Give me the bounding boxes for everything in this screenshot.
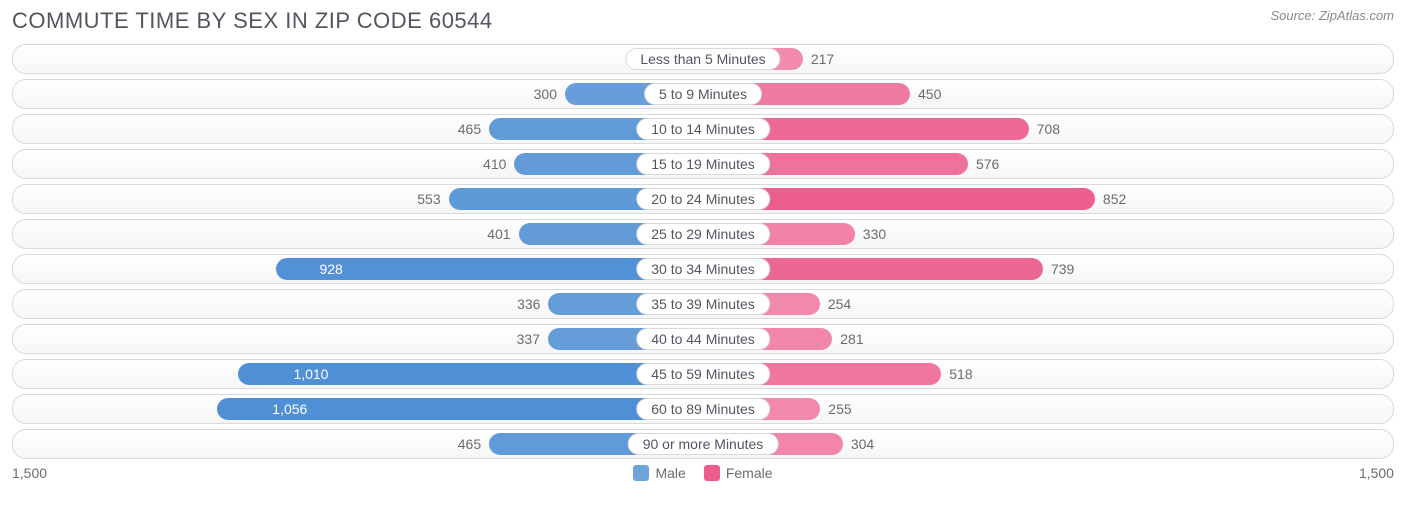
chart-row: 401 330 25 to 29 Minutes (12, 219, 1394, 249)
legend-swatch-male (633, 465, 649, 481)
value-label-male: 337 (517, 325, 548, 353)
axis-left-max: 1,500 (12, 465, 47, 481)
value-label-male: 410 (483, 150, 514, 178)
chart-row: 465 304 90 or more Minutes (12, 429, 1394, 459)
chart-row: 337 281 40 to 44 Minutes (12, 324, 1394, 354)
legend-item-female: Female (704, 465, 773, 481)
category-pill: 45 to 59 Minutes (636, 363, 770, 385)
chart-container: COMMUTE TIME BY SEX IN ZIP CODE 60544 So… (0, 0, 1406, 487)
category-pill: 25 to 29 Minutes (636, 223, 770, 245)
category-pill: 30 to 34 Minutes (636, 258, 770, 280)
value-label-male: 465 (458, 430, 489, 458)
category-pill: 5 to 9 Minutes (644, 83, 762, 105)
chart-row: 553 852 20 to 24 Minutes (12, 184, 1394, 214)
legend-label-male: Male (655, 465, 685, 481)
value-label-female: 304 (843, 430, 874, 458)
value-label-male: 553 (417, 185, 448, 213)
value-label-female: 255 (820, 395, 851, 423)
chart-row: 99217Less than 5 Minutes (12, 44, 1394, 74)
category-pill: Less than 5 Minutes (625, 48, 780, 70)
chart-footer: 1,500 Male Female 1,500 (12, 465, 1394, 481)
category-pill: 60 to 89 Minutes (636, 398, 770, 420)
value-label-male: 1,010 (283, 360, 328, 388)
category-pill: 20 to 24 Minutes (636, 188, 770, 210)
chart-row: 465 708 10 to 14 Minutes (12, 114, 1394, 144)
legend-swatch-female (704, 465, 720, 481)
value-label-female: 450 (910, 80, 941, 108)
chart-header: COMMUTE TIME BY SEX IN ZIP CODE 60544 So… (12, 8, 1394, 34)
value-label-male: 1,056 (262, 395, 307, 423)
legend: Male Female (633, 465, 772, 481)
value-label-female: 330 (855, 220, 886, 248)
value-label-female: 254 (820, 290, 851, 318)
value-label-male: 300 (534, 80, 565, 108)
axis-right-max: 1,500 (1359, 465, 1394, 481)
chart-row: 410 576 15 to 19 Minutes (12, 149, 1394, 179)
value-label-male: 465 (458, 115, 489, 143)
value-label-female: 281 (832, 325, 863, 353)
legend-item-male: Male (633, 465, 685, 481)
chart-title: COMMUTE TIME BY SEX IN ZIP CODE 60544 (12, 8, 493, 34)
legend-label-female: Female (726, 465, 773, 481)
category-pill: 10 to 14 Minutes (636, 118, 770, 140)
chart-row: 336 254 35 to 39 Minutes (12, 289, 1394, 319)
value-label-female: 708 (1029, 115, 1060, 143)
value-label-female: 852 (1095, 185, 1126, 213)
chart-rows: 99217Less than 5 Minutes3004505 to 9 Min… (12, 44, 1394, 459)
chart-source: Source: ZipAtlas.com (1270, 8, 1394, 23)
value-label-female: 576 (968, 150, 999, 178)
category-pill: 40 to 44 Minutes (636, 328, 770, 350)
category-pill: 90 or more Minutes (628, 433, 779, 455)
value-label-male: 928 (309, 255, 342, 283)
chart-row: 1,010 518 45 to 59 Minutes (12, 359, 1394, 389)
value-label-male: 336 (517, 290, 548, 318)
category-pill: 15 to 19 Minutes (636, 153, 770, 175)
value-label-female: 518 (941, 360, 972, 388)
value-label-female: 217 (803, 45, 834, 73)
chart-row: 928 739 30 to 34 Minutes (12, 254, 1394, 284)
value-label-female: 739 (1043, 255, 1074, 283)
value-label-male: 401 (487, 220, 518, 248)
chart-row: 1,056 255 60 to 89 Minutes (12, 394, 1394, 424)
category-pill: 35 to 39 Minutes (636, 293, 770, 315)
chart-row: 300 450 5 to 9 Minutes (12, 79, 1394, 109)
